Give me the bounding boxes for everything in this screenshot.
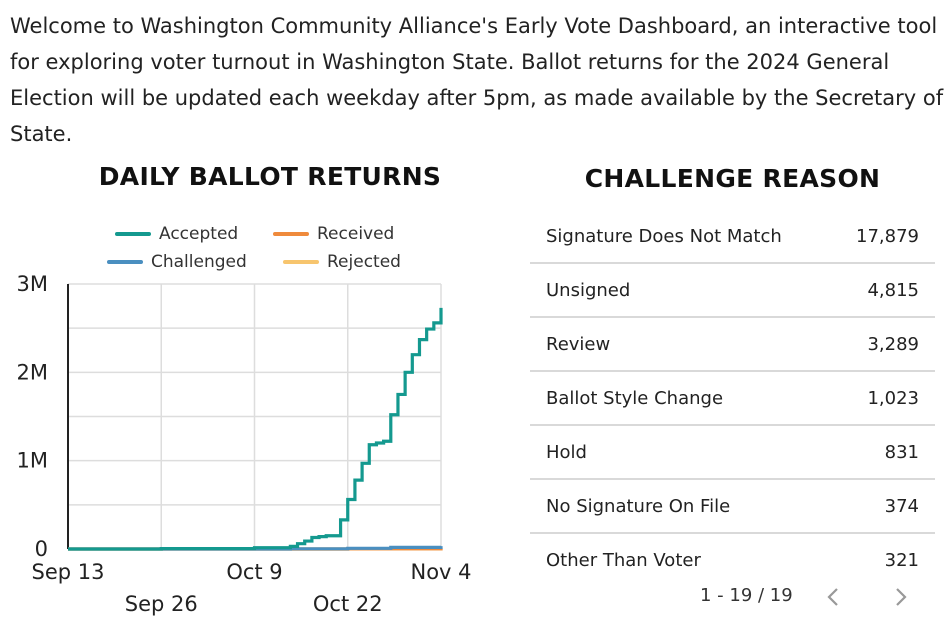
reason-count: 831: [884, 441, 919, 463]
reason-count: 321: [884, 549, 919, 571]
reason-label: Review: [546, 333, 611, 355]
legend-item-accepted[interactable]: Accepted: [115, 224, 238, 244]
y-tick-label: 1M: [17, 449, 48, 473]
table-title: CHALLENGE REASON: [584, 164, 881, 193]
y-tick-label: 3M: [17, 272, 48, 296]
legend-swatch-rejected: [283, 260, 319, 264]
table-row[interactable]: No Signature On File 374: [530, 480, 935, 534]
pager-prev-button[interactable]: [818, 582, 848, 612]
table-row[interactable]: Hold 831: [530, 426, 935, 480]
reason-label: Hold: [546, 441, 587, 463]
reason-label: Unsigned: [546, 279, 631, 301]
reason-label: Signature Does Not Match: [546, 225, 782, 247]
table-row[interactable]: Review 3,289: [530, 318, 935, 372]
x-tick-label: Nov 4: [410, 560, 471, 584]
table-pager: 1 - 19 / 19: [530, 580, 935, 614]
reason-count: 374: [884, 495, 919, 517]
chevron-right-icon: [896, 588, 907, 606]
x-tick-label: Sep 13: [32, 560, 105, 584]
series-line-accepted: [68, 307, 443, 551]
reason-count: 1,023: [867, 387, 919, 409]
challenge-reason-table: Signature Does Not Match 17,879 Unsigned 4,…: [530, 210, 935, 575]
reason-count: 4,815: [867, 279, 919, 301]
table-row[interactable]: Other Than Voter 321: [530, 534, 935, 575]
chart-title: DAILY BALLOT RETURNS: [98, 162, 442, 191]
chart-legend: Accepted Received Challenged Rejected: [105, 224, 425, 280]
y-tick-label: 0: [35, 537, 48, 561]
pager-range: 1 - 19 / 19: [700, 585, 793, 606]
x-tick-label: Sep 26: [125, 592, 198, 616]
legend-label-received: Received: [317, 224, 395, 244]
table-row[interactable]: Unsigned 4,815: [530, 264, 935, 318]
chevron-left-icon: [827, 588, 838, 606]
legend-label-challenged: Challenged: [151, 252, 247, 272]
reason-count: 3,289: [867, 333, 919, 355]
reason-count: 17,879: [856, 225, 919, 247]
legend-swatch-accepted: [115, 232, 151, 236]
y-tick-label: 2M: [17, 360, 48, 384]
table-row[interactable]: Signature Does Not Match 17,879: [530, 210, 935, 264]
legend-label-rejected: Rejected: [327, 252, 401, 272]
legend-swatch-challenged: [107, 260, 143, 264]
x-tick-label: Oct 9: [226, 560, 282, 584]
intro-text: Welcome to Washington Community Alliance…: [10, 14, 944, 146]
ballot-returns-chart: 0 1M 2M 3M Sep 13 Sep 26 Oct 9 Oct 22 Nov 4: [17, 272, 472, 616]
legend-item-challenged[interactable]: Challenged: [107, 252, 247, 272]
reason-label: Other Than Voter: [546, 549, 701, 571]
legend-item-rejected[interactable]: Rejected: [283, 252, 401, 272]
reason-label: Ballot Style Change: [546, 387, 724, 409]
legend-label-accepted: Accepted: [159, 224, 239, 244]
legend-swatch-received: [273, 232, 309, 236]
reason-label: No Signature On File: [546, 495, 731, 517]
pager-next-button[interactable]: [886, 582, 916, 612]
table-row[interactable]: Ballot Style Change 1,023: [530, 372, 935, 426]
x-tick-label: Oct 22: [313, 592, 383, 616]
legend-item-received[interactable]: Received: [273, 224, 394, 244]
